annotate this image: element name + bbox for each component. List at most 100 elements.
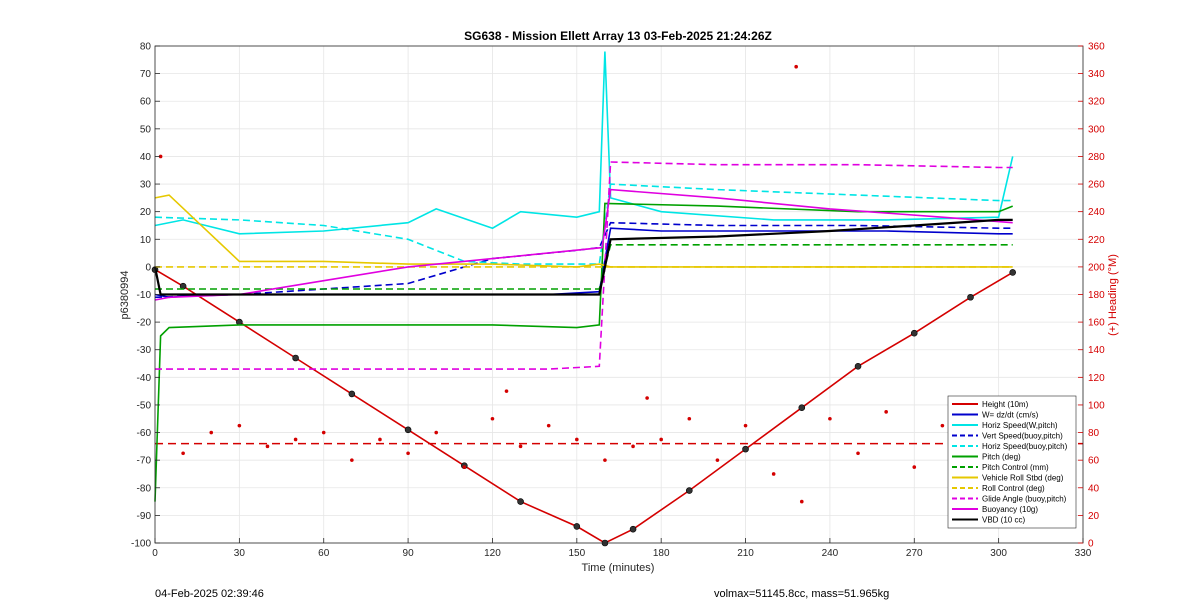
x-tick-label: 240 bbox=[822, 548, 839, 559]
x-axis-label: Time (minutes) bbox=[582, 562, 655, 574]
y-tick-label: 40 bbox=[140, 152, 152, 163]
heading-point bbox=[940, 423, 945, 428]
y-tick-label: -90 bbox=[137, 511, 152, 522]
height-marker bbox=[573, 523, 581, 530]
heading-point bbox=[350, 458, 354, 462]
legend-entry: Vehicle Roll Stbd (deg) bbox=[982, 474, 1064, 483]
y2-tick-label: 40 bbox=[1088, 483, 1100, 494]
heading-point bbox=[575, 437, 579, 442]
heading-point bbox=[856, 451, 860, 456]
heading-point bbox=[406, 451, 410, 456]
heading-point bbox=[293, 437, 298, 442]
y2-tick-label: 160 bbox=[1088, 318, 1105, 329]
legend-entry: Horiz Speed(W,pitch) bbox=[982, 421, 1058, 430]
heading-point bbox=[237, 423, 242, 428]
y2-tick-label: 220 bbox=[1088, 235, 1105, 246]
y-tick-label: -20 bbox=[137, 318, 152, 329]
heading-point bbox=[462, 465, 467, 469]
y-tick-label: -50 bbox=[137, 400, 152, 411]
series-glide-angle-buoy-pitch bbox=[155, 161, 1013, 370]
heading-point bbox=[158, 154, 163, 159]
x-tick-label: 120 bbox=[484, 548, 501, 559]
heading-point bbox=[434, 430, 439, 435]
legend-entry: Roll Control (deg) bbox=[982, 484, 1045, 493]
height-marker bbox=[910, 329, 918, 337]
legend-entry: Glide Angle (buoy,pitch) bbox=[982, 495, 1067, 504]
heading-point bbox=[659, 437, 663, 442]
y2-tick-label: 100 bbox=[1088, 400, 1105, 411]
y2-tick-label: 0 bbox=[1088, 539, 1094, 550]
height-marker bbox=[742, 445, 749, 453]
heading-point bbox=[603, 458, 607, 462]
y-tick-label: -60 bbox=[137, 428, 152, 439]
series-heading-m bbox=[158, 64, 1001, 504]
y-tick-label: -70 bbox=[137, 456, 152, 467]
y2-tick-label: 180 bbox=[1088, 290, 1105, 301]
height-marker bbox=[517, 498, 524, 505]
y-tick-label: 60 bbox=[140, 97, 152, 108]
height-marker bbox=[404, 426, 412, 434]
series-vert-speed-buoy-pitch bbox=[154, 221, 1013, 299]
y2-tick-label: 60 bbox=[1088, 456, 1100, 467]
y-tick-label: 20 bbox=[140, 207, 152, 218]
y2-tick-label: 20 bbox=[1088, 511, 1100, 522]
x-tick-label: 270 bbox=[906, 548, 923, 559]
heading-point bbox=[912, 465, 917, 469]
x-tick-label: 210 bbox=[737, 548, 754, 559]
heading-point bbox=[490, 416, 495, 421]
series-height-10m bbox=[154, 268, 1014, 544]
height-marker bbox=[1009, 269, 1016, 276]
x-tick-label: 30 bbox=[234, 548, 246, 559]
x-tick-label: 90 bbox=[403, 548, 415, 559]
heading-point bbox=[631, 444, 635, 449]
x-tick-label: 0 bbox=[152, 548, 158, 559]
x-tick-label: 150 bbox=[568, 548, 585, 559]
heading-point bbox=[794, 64, 798, 69]
heading-point bbox=[771, 472, 776, 476]
y2-tick-label: 300 bbox=[1088, 124, 1105, 135]
height-marker bbox=[348, 390, 356, 398]
x-tick-label: 60 bbox=[318, 548, 330, 559]
y-tick-label: 50 bbox=[140, 124, 152, 135]
y-tick-label: 30 bbox=[140, 180, 152, 191]
legend-entry: W= dz/dt (cm/s) bbox=[982, 411, 1039, 420]
x-tick-label: 180 bbox=[653, 548, 670, 559]
y-tick-label: -30 bbox=[137, 345, 152, 356]
series-horiz-speed-buoy-pitch bbox=[154, 183, 1013, 265]
y-tick-label: -40 bbox=[137, 373, 152, 384]
heading-point bbox=[265, 444, 270, 449]
height-marker bbox=[967, 293, 974, 301]
y-tick-label: 0 bbox=[145, 262, 151, 273]
y-axis-label: p6380994 bbox=[119, 271, 131, 320]
axis-ticks: 0 30 60 90 120 150 180 210 240 270 300 330-100-90-8… bbox=[131, 42, 1105, 560]
y-tick-label: -10 bbox=[137, 290, 152, 301]
y2-tick-label: 140 bbox=[1088, 345, 1105, 356]
y-tick-label: -80 bbox=[137, 483, 152, 494]
heading-point bbox=[715, 458, 720, 462]
heading-point bbox=[181, 451, 185, 456]
heading-point bbox=[743, 423, 748, 428]
y2-tick-label: 360 bbox=[1088, 42, 1105, 53]
series-layer bbox=[151, 51, 1083, 547]
heading-point bbox=[321, 430, 326, 435]
footer-timestamp: 04-Feb-2025 02:39:46 bbox=[155, 588, 264, 600]
legend-box bbox=[947, 395, 1077, 529]
height-marker bbox=[686, 487, 693, 494]
y2-tick-label: 80 bbox=[1088, 428, 1100, 439]
heading-point bbox=[799, 499, 804, 504]
heading-point bbox=[209, 430, 214, 435]
height-marker bbox=[798, 404, 806, 412]
series-vbd-10-cc bbox=[153, 218, 1013, 296]
y2-tick-label: 240 bbox=[1088, 207, 1105, 218]
legend-entry: Pitch (deg) bbox=[982, 453, 1021, 462]
y-tick-label: 10 bbox=[140, 235, 152, 246]
heading-point bbox=[518, 444, 523, 449]
legend-entry: Buoyancy (10g) bbox=[982, 505, 1038, 514]
legend-entry: Horiz Speed(buoy,pitch) bbox=[982, 442, 1068, 451]
y2-tick-label: 200 bbox=[1088, 262, 1105, 273]
y2-tick-label: 340 bbox=[1088, 69, 1105, 80]
y-tick-label: 80 bbox=[140, 42, 152, 53]
x-tick-label: 330 bbox=[1075, 548, 1092, 559]
height-marker bbox=[292, 354, 299, 362]
series-horiz-speed-w-pitch bbox=[154, 51, 1014, 235]
